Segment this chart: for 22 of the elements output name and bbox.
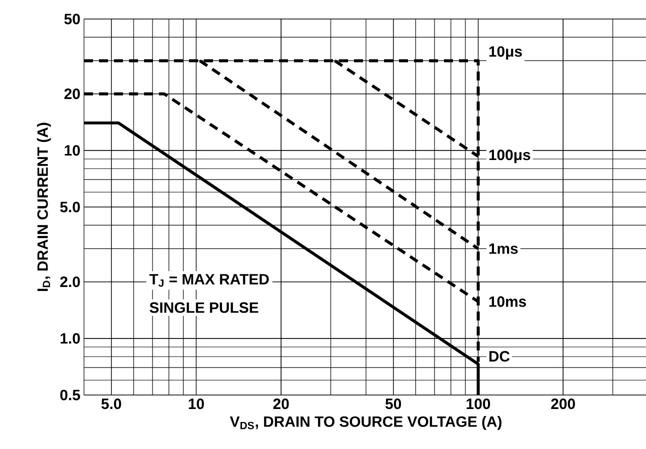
y-tick-label: 2.0 [60, 276, 80, 288]
y-tick-label: 50 [64, 14, 80, 24]
y-tick-label: 1.0 [60, 333, 80, 344]
x-tick-label: 10 [188, 398, 204, 410]
series-label: 1ms [489, 244, 518, 254]
y-tick-label: 0.5 [60, 390, 80, 400]
series-label: DC [489, 351, 510, 362]
series-label: 10μs [489, 46, 522, 60]
x-tick-label: 50 [385, 398, 402, 410]
y-tick-label: 5.0 [60, 202, 80, 212]
series-label: 10ms [489, 296, 526, 307]
series-label: 100μs [489, 150, 530, 164]
x-tick-label: 5.0 [101, 398, 122, 410]
x-axis-title: V$_{DS}$, DRAIN TO SOURCE VOLTAGE (A) [230, 416, 502, 430]
x-tick-label: 20 [273, 398, 289, 410]
annotation: T$_{J}$ = MAX RATED [149, 274, 269, 287]
y-axis-title: I$_{D}$, DRAIN CURRENT (A) [36, 122, 51, 291]
y-tick-label: 20 [64, 88, 80, 100]
annotation: SINGLE PULSE [150, 302, 258, 313]
x-tick-label: 100 [466, 398, 490, 410]
y-tick-label: 10 [64, 145, 80, 156]
x-tick-label: 200 [551, 398, 575, 410]
